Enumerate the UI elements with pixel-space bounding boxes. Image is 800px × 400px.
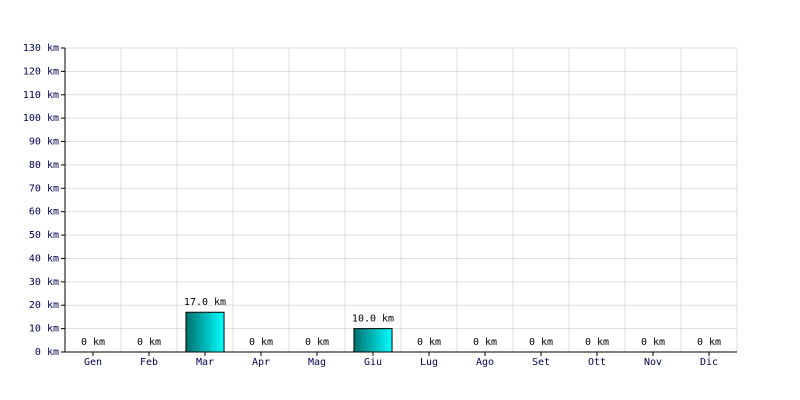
y-tick-label: 100 km	[23, 113, 59, 124]
value-label: 0 km	[249, 337, 273, 348]
value-label: 0 km	[81, 337, 105, 348]
x-tick-label: Ott	[588, 357, 606, 368]
x-tick-label: Giu	[364, 357, 382, 368]
x-tick-label: Lug	[420, 357, 438, 368]
y-tick-label: 0 km	[35, 347, 59, 358]
y-tick-label: 70 km	[29, 183, 59, 194]
y-tick-label: 90 km	[29, 137, 59, 148]
x-tick-label: Gen	[84, 357, 102, 368]
y-tick-label: 50 km	[29, 230, 59, 241]
x-tick-label: Set	[532, 357, 550, 368]
y-tick-label: 60 km	[29, 207, 59, 218]
x-tick-label: Mar	[196, 357, 214, 368]
value-label: 0 km	[585, 337, 609, 348]
x-tick-label: Feb	[140, 357, 158, 368]
value-label: 0 km	[473, 337, 497, 348]
value-label: 10.0 km	[352, 314, 394, 325]
y-tick-label: 30 km	[29, 277, 59, 288]
value-label: 0 km	[137, 337, 161, 348]
y-tick-label: 80 km	[29, 160, 59, 171]
bar	[353, 328, 393, 353]
x-tick-label: Dic	[700, 357, 718, 368]
value-label: 0 km	[697, 337, 721, 348]
y-tick-label: 10 km	[29, 324, 59, 335]
value-label: 0 km	[417, 337, 441, 348]
bar	[185, 311, 225, 353]
y-tick-label: 110 km	[23, 90, 59, 101]
value-label: 17.0 km	[184, 297, 226, 308]
x-tick-label: Nov	[644, 357, 662, 368]
value-label: 0 km	[641, 337, 665, 348]
y-tick-label: 130 km	[23, 43, 59, 54]
y-tick-label: 120 km	[23, 66, 59, 77]
x-tick-label: Apr	[252, 357, 270, 368]
y-tick-label: 20 km	[29, 300, 59, 311]
value-label: 0 km	[529, 337, 553, 348]
x-tick-label: Ago	[476, 357, 494, 368]
value-label: 0 km	[305, 337, 329, 348]
x-tick-label: Mag	[308, 357, 326, 368]
y-tick-label: 40 km	[29, 253, 59, 264]
